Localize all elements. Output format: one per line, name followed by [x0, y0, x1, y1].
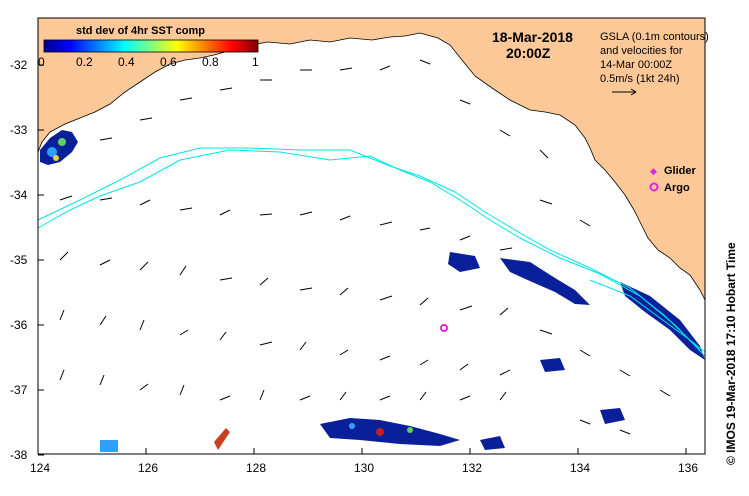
glider-legend-icon: ◆: [650, 167, 657, 177]
info-line: 14-Mar 00:00Z: [600, 59, 672, 71]
legend-title: std dev of 4hr SST comp: [76, 25, 205, 37]
lon-label: 130: [354, 461, 374, 475]
glider-legend: ◆ Glider: [650, 165, 697, 177]
lat-label: -36: [10, 318, 28, 332]
argo-legend-label: Argo: [664, 182, 690, 194]
lon-label: 124: [30, 461, 50, 475]
gsla-contours: [37, 147, 706, 357]
argo-legend: Argo: [649, 182, 690, 194]
lat-label: -34: [10, 188, 28, 202]
scale-arrow: [612, 88, 637, 96]
map-time: 20:00Z: [506, 45, 551, 61]
lon-label: 134: [570, 461, 590, 475]
lat-label: -38: [10, 448, 28, 462]
velocity-field: [59, 59, 671, 435]
lat-label: -32: [10, 58, 28, 72]
info-line: 0.5m/s (1kt 24h): [600, 73, 679, 85]
colorbar-tick: 0.2: [76, 55, 93, 69]
colorbar-tick: 0.6: [160, 55, 177, 69]
colorbar-tick: 0.4: [118, 55, 135, 69]
colorbar-tick: 1: [252, 55, 259, 69]
lon-label: 128: [246, 461, 266, 475]
latitude-axis: -32 -33 -34 -35 -36 -37 -38: [10, 58, 44, 462]
gsla-info: GSLA (0.1m contours) and velocities for …: [600, 31, 709, 96]
map-frame: [37, 17, 706, 455]
lat-label: -35: [10, 253, 28, 267]
map-date: 18-Mar-2018: [492, 29, 573, 45]
colorbar-ticks: 0 0.2 0.4 0.6 0.8 1: [38, 55, 259, 69]
sst-patches: [40, 130, 705, 452]
info-line: and velocities for: [600, 45, 683, 57]
glider-legend-label: Glider: [664, 165, 697, 177]
colorbar-gradient: [43, 39, 259, 53]
colorbar-tick: 0: [38, 55, 45, 69]
argo-legend-icon: [649, 182, 659, 192]
info-line: GSLA (0.1m contours): [600, 31, 709, 43]
colorbar-tick: 0.8: [202, 55, 219, 69]
lon-label: 132: [462, 461, 482, 475]
longitude-axis: 124 126 128 130 132 134 136: [30, 448, 698, 475]
colorbar: std dev of 4hr SST comp 0 0.2 0.4 0.6 0.…: [38, 25, 259, 69]
argo-float-marker[interactable]: [440, 324, 448, 332]
lon-label: 136: [678, 461, 698, 475]
imos-credit: © IMOS 19-Mar-2018 17:10 Hobart Time: [724, 242, 738, 465]
lat-label: -37: [10, 383, 28, 397]
land-mass: [37, 17, 706, 301]
lon-label: 126: [138, 461, 158, 475]
lat-label: -33: [10, 123, 28, 137]
